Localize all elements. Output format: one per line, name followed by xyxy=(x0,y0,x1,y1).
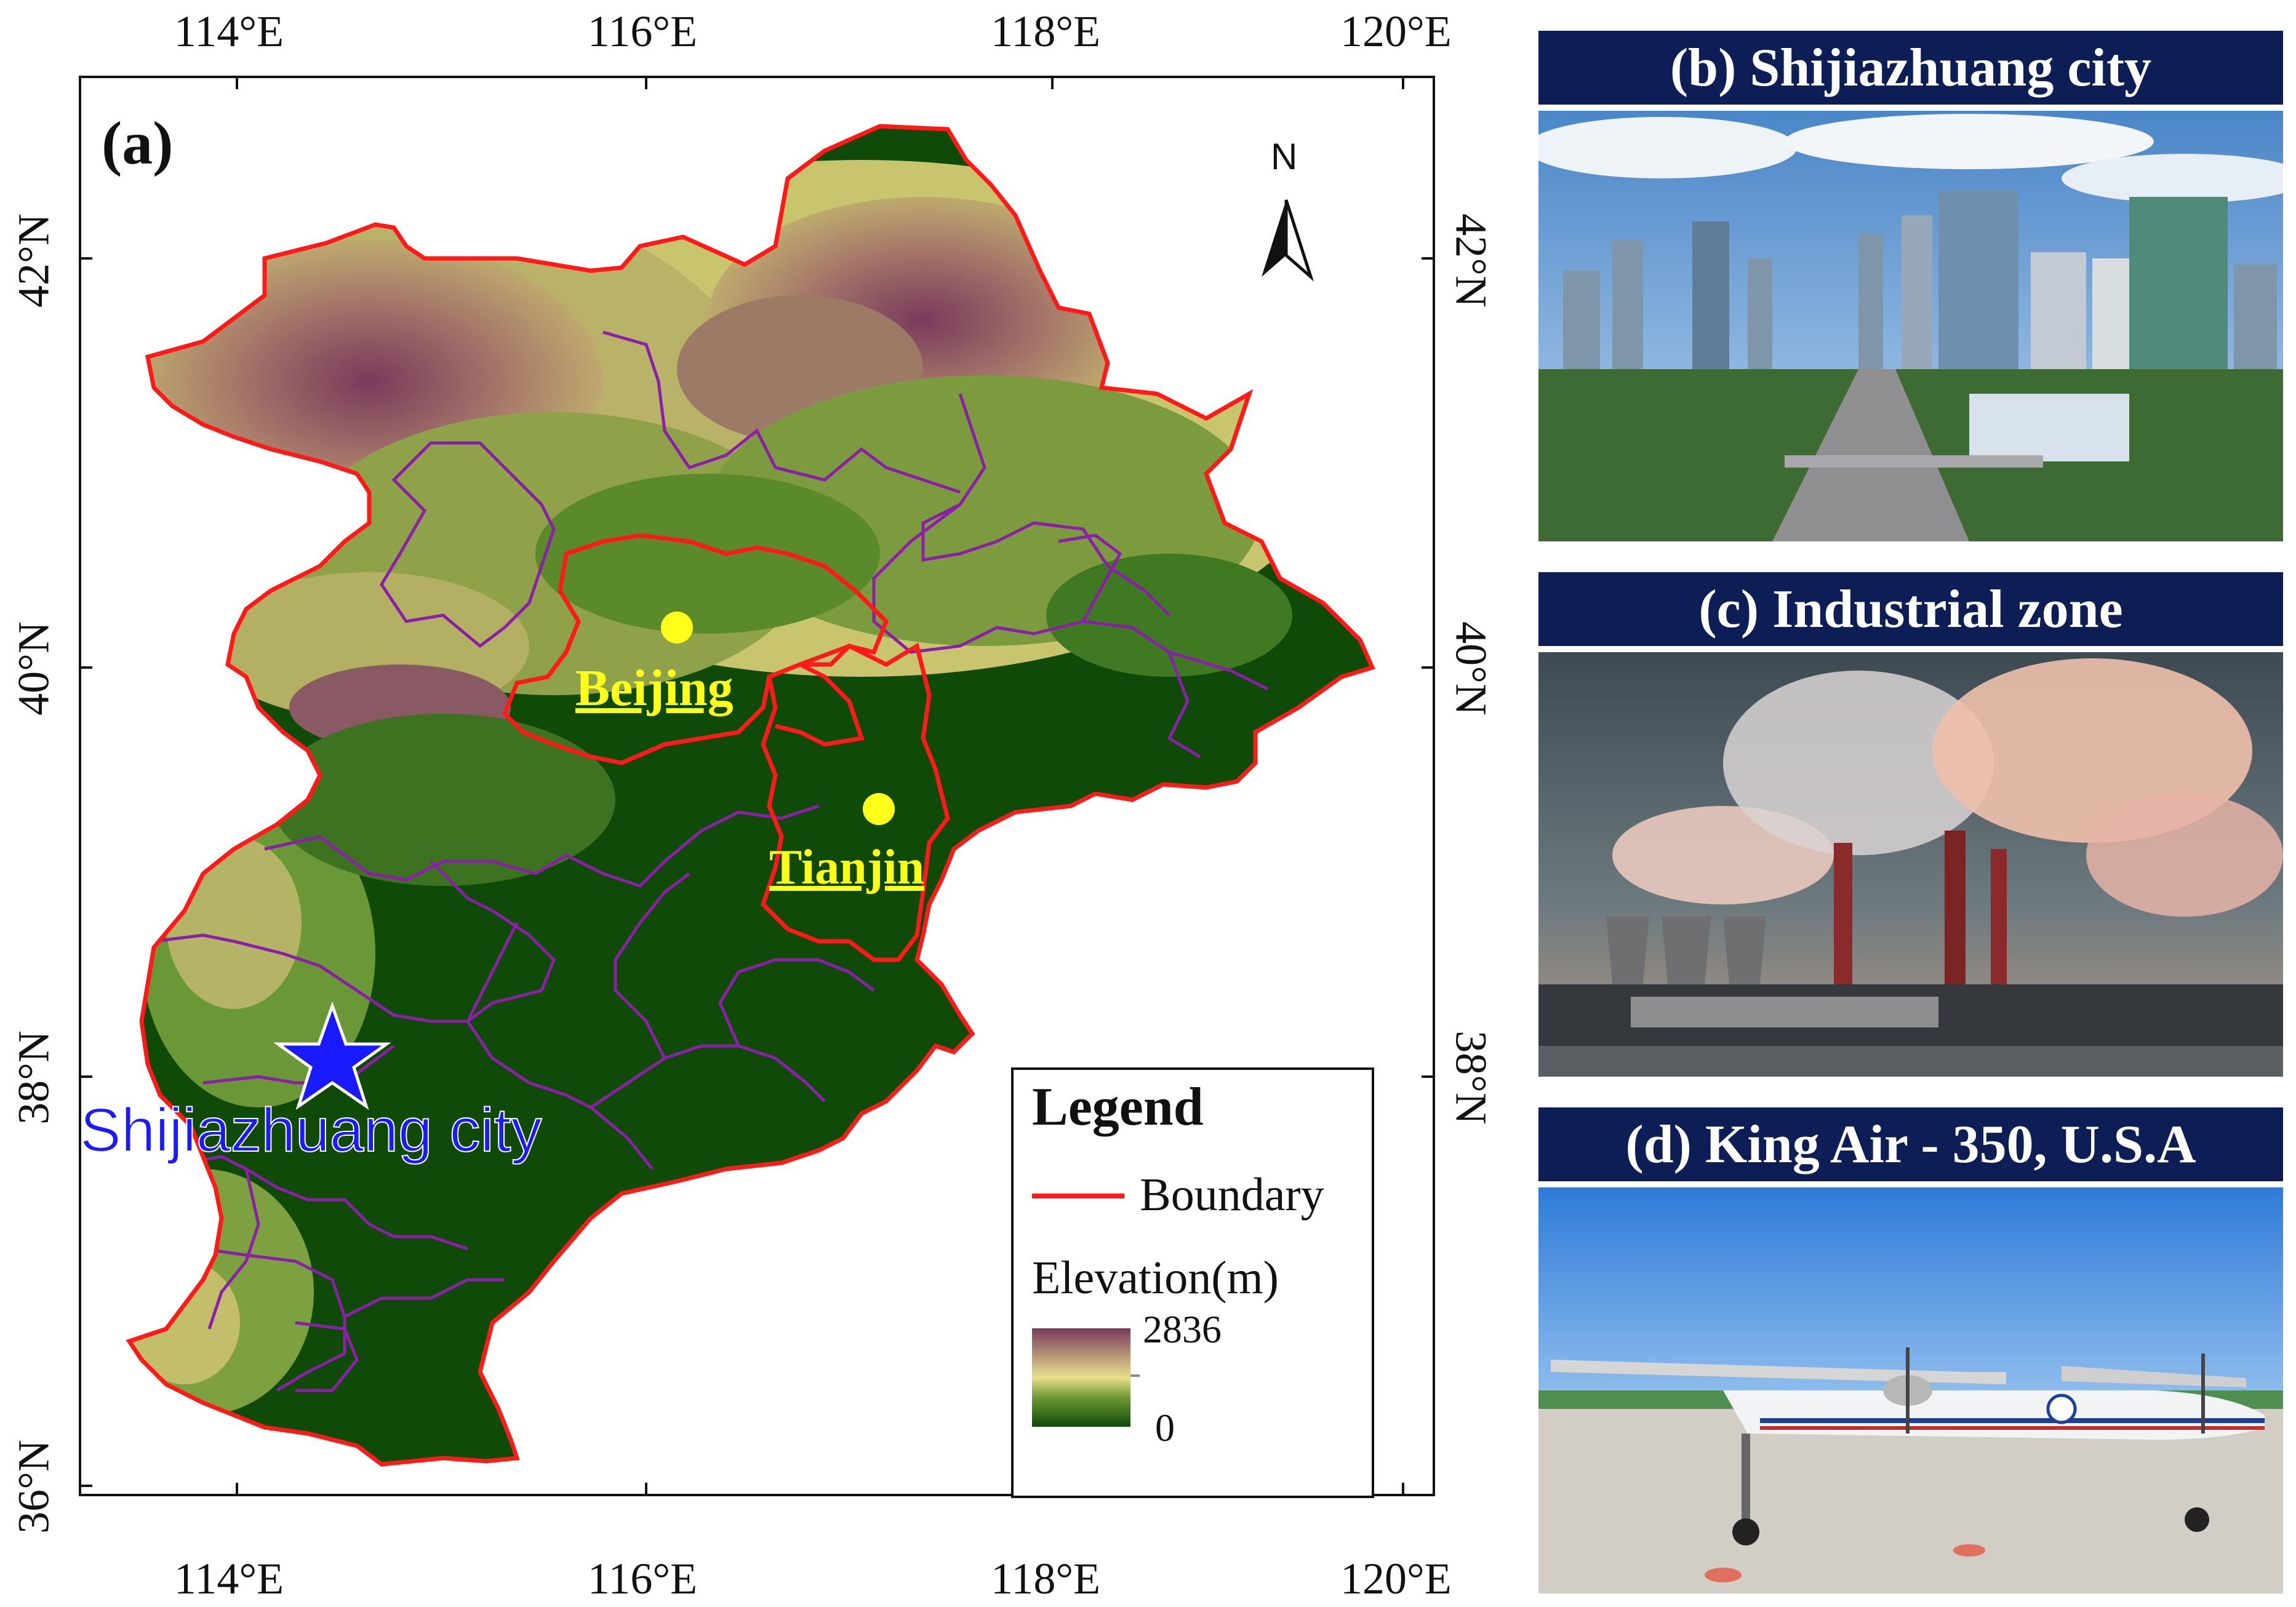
colorbar-tick xyxy=(1130,1374,1140,1377)
panel-c-title: (c) Industrial zone xyxy=(1538,572,2283,646)
aircraft-photo xyxy=(1538,1187,2283,1593)
top-tick-118: 118°E xyxy=(991,7,1101,56)
county-lines xyxy=(153,330,1269,1392)
legend-title: Legend xyxy=(1032,1077,1204,1137)
north-arrow-icon xyxy=(1262,199,1314,282)
legend: Legend Boundary Elevation(m) 2836 0 xyxy=(1011,1067,1374,1498)
shijiazhuang-label: Shijiazhuang city xyxy=(79,1095,542,1165)
bottom-tick-120: 120°E xyxy=(1340,1554,1452,1603)
elevation-max-label: 2836 xyxy=(1143,1307,1222,1351)
top-tick-114: 114°E xyxy=(174,7,284,56)
industrial-zone-photo xyxy=(1538,652,2283,1077)
top-tick-120: 120°E xyxy=(1340,7,1452,56)
legend-boundary-label: Boundary xyxy=(1140,1169,1324,1221)
top-tick-116: 116°E xyxy=(588,7,698,56)
outer-boundary xyxy=(126,124,1375,1467)
elevation-min-label: 0 xyxy=(1155,1406,1175,1449)
bottom-tick-118: 118°E xyxy=(991,1554,1101,1603)
bottom-tick-116: 116°E xyxy=(588,1554,698,1603)
elevation-colorbar xyxy=(1032,1328,1130,1427)
bottom-tick-114: 114°E xyxy=(174,1554,284,1603)
map-canvas xyxy=(79,76,1435,1496)
map-panel: 114°E 116°E 118°E 120°E 114°E 116°E 118°… xyxy=(9,7,1496,1603)
north-label: N xyxy=(1271,136,1298,177)
tianjin-label: Tianjin xyxy=(769,840,924,895)
municipality-boundaries xyxy=(502,533,950,962)
city-skyline-photo xyxy=(1538,111,2283,541)
panel-b-title: (b) Shijiazhuang city xyxy=(1538,31,2283,105)
boundary-swatch xyxy=(1032,1194,1124,1198)
map-panel-label: (a) xyxy=(102,109,174,177)
star-icon xyxy=(273,1001,391,1111)
tianjin-marker xyxy=(863,793,895,825)
legend-elevation-title: Elevation(m) xyxy=(1032,1252,1279,1304)
beijing-label: Beijing xyxy=(575,660,734,717)
beijing-marker xyxy=(661,612,693,644)
panel-d-title: (d) King Air - 350, U.S.A xyxy=(1538,1107,2283,1181)
